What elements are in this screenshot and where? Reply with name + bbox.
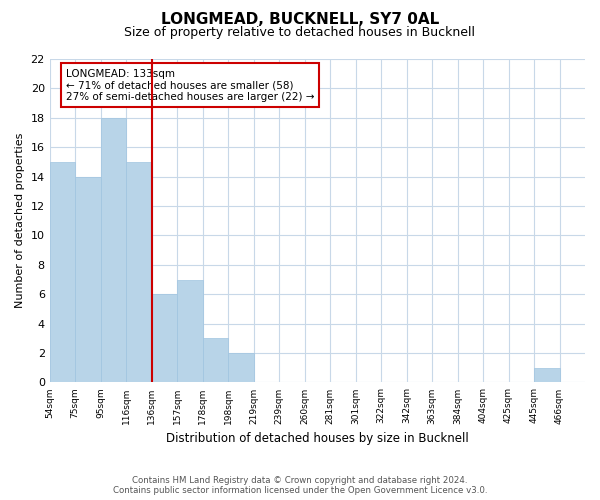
Bar [126,162,152,382]
Bar [75,176,101,382]
X-axis label: Distribution of detached houses by size in Bucknell: Distribution of detached houses by size … [166,432,469,445]
Bar [177,280,203,382]
Y-axis label: Number of detached properties: Number of detached properties [15,133,25,308]
Text: Size of property relative to detached houses in Bucknell: Size of property relative to detached ho… [125,26,476,39]
Bar [228,353,254,382]
Text: LONGMEAD, BUCKNELL, SY7 0AL: LONGMEAD, BUCKNELL, SY7 0AL [161,12,439,28]
Bar [101,118,126,382]
Bar [50,162,75,382]
Text: Contains HM Land Registry data © Crown copyright and database right 2024.
Contai: Contains HM Land Registry data © Crown c… [113,476,487,495]
Bar [152,294,177,382]
Bar [534,368,560,382]
Bar [203,338,228,382]
Text: LONGMEAD: 133sqm
← 71% of detached houses are smaller (58)
27% of semi-detached : LONGMEAD: 133sqm ← 71% of detached house… [66,68,314,102]
